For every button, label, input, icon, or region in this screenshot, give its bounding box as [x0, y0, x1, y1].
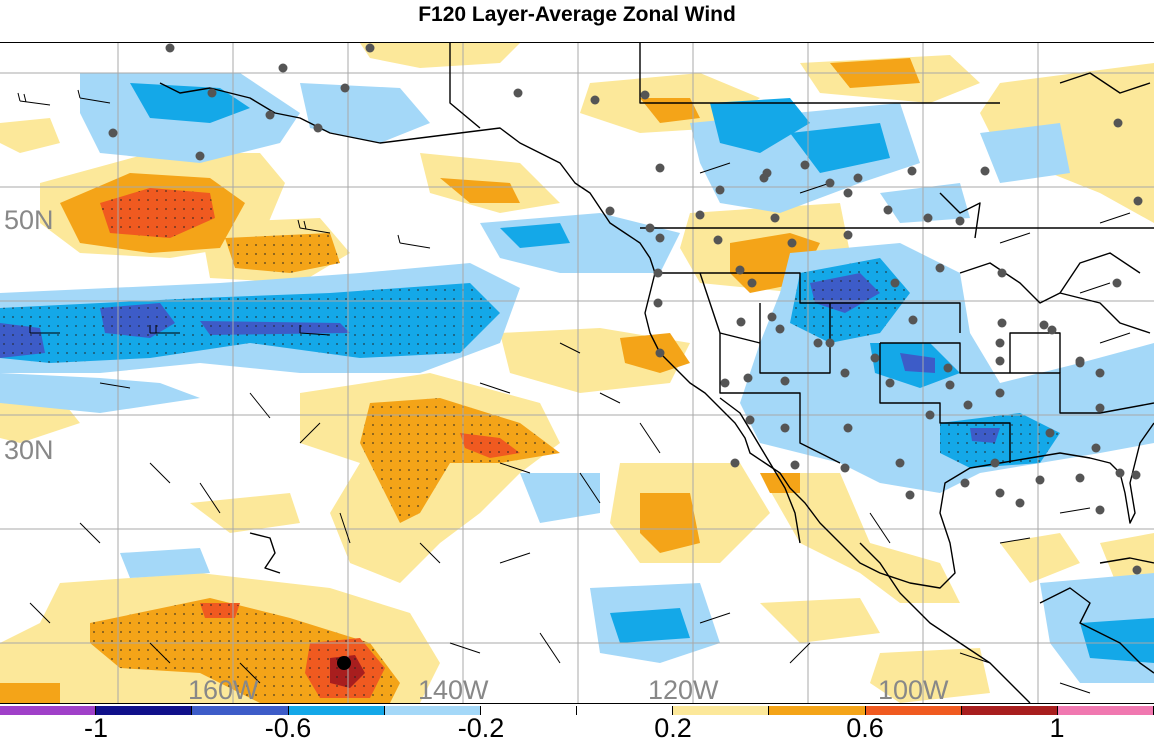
lon-label-120w: 120W: [648, 675, 719, 703]
station-markers: [108, 43, 1143, 575]
wind-barbs: [17, 89, 1131, 694]
colorbar-label: 0.2: [654, 713, 692, 743]
colorbar-label: 0.6: [846, 713, 884, 743]
map-title: F120 Layer-Average Zonal Wind: [418, 3, 736, 26]
lat-label-30n: 30N: [4, 435, 54, 465]
lon-label-160w: 160W: [188, 675, 259, 703]
colorbar-label: -1: [83, 713, 109, 743]
colorbar-label: 1: [1049, 713, 1065, 743]
colorbar-segment: [480, 706, 578, 715]
lon-label-100w: 100W: [878, 675, 949, 703]
colorbar-segment: [865, 706, 962, 715]
coastlines-borders: [159, 43, 1154, 703]
lat-label-50n: 50N: [4, 205, 54, 235]
colorbar-labels: -1 -0.6 -0.2 0.2 0.6 1: [0, 714, 1154, 743]
lon-label-140w: 140W: [418, 675, 489, 703]
colorbar-segment: [384, 706, 481, 715]
colorbar-segment: [673, 706, 770, 715]
colorbar-segment: [288, 706, 385, 715]
colorbar-segment: [192, 706, 289, 715]
lat-lon-grid: [0, 43, 1154, 703]
map-panel[interactable]: 50N 30N 160W 140W 120W 100W: [0, 42, 1154, 704]
center-marker: [337, 656, 351, 670]
colorbar-label: -0.2: [457, 713, 505, 743]
colorbar-segment: [577, 706, 674, 715]
colorbar-segment: [96, 706, 193, 715]
colorbar-segment: [0, 706, 97, 715]
colorbar-segment: [769, 706, 866, 715]
colorbar-label: -0.6: [264, 713, 312, 743]
colorbar-segment: [961, 706, 1058, 715]
colorbar: [0, 706, 1154, 715]
